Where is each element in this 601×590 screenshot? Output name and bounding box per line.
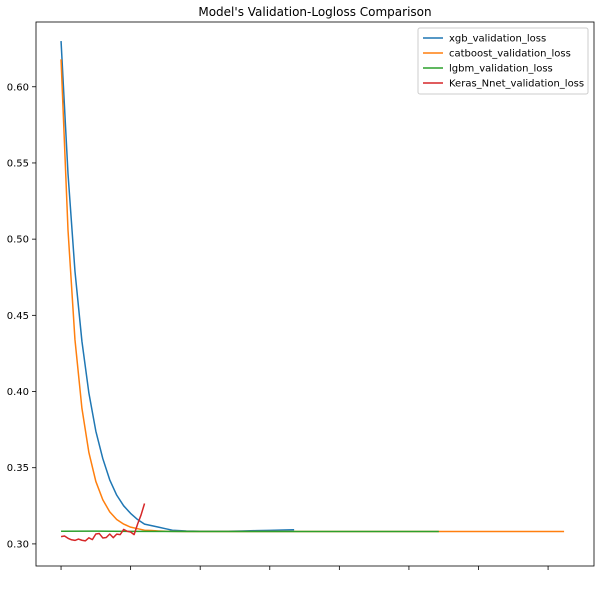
y-tick-label: 0.45 <box>7 311 29 322</box>
plot-area-frame <box>35 21 595 567</box>
y-tick-label: 0.40 <box>7 387 29 398</box>
chart-title: Model's Validation-Logloss Comparison <box>198 5 431 19</box>
x-axis <box>60 566 549 570</box>
y-tick-label: 0.30 <box>7 539 29 550</box>
series-line-3 <box>60 503 146 542</box>
series-line-1 <box>60 59 565 533</box>
y-tick-label: 0.50 <box>7 235 29 246</box>
legend-label-3: Keras_Nnet_validation_loss <box>449 79 584 90</box>
y-tick-label: 0.55 <box>7 158 29 169</box>
plot-lines <box>60 41 565 542</box>
series-line-0 <box>60 41 295 533</box>
legend-box <box>417 27 589 95</box>
y-tick-label: 0.35 <box>7 463 29 474</box>
legend-label-0: xgb_validation_loss <box>449 34 546 45</box>
legend-label-2: lgbm_validation_loss <box>449 64 553 75</box>
y-axis: 0.30 0.35 0.40 0.45 0.50 0.55 0.60 <box>7 82 36 550</box>
legend: xgb_validation_loss catboost_validation_l… <box>417 27 589 95</box>
y-tick-label: 0.60 <box>7 82 29 93</box>
legend-label-1: catboost_validation_loss <box>449 49 571 60</box>
